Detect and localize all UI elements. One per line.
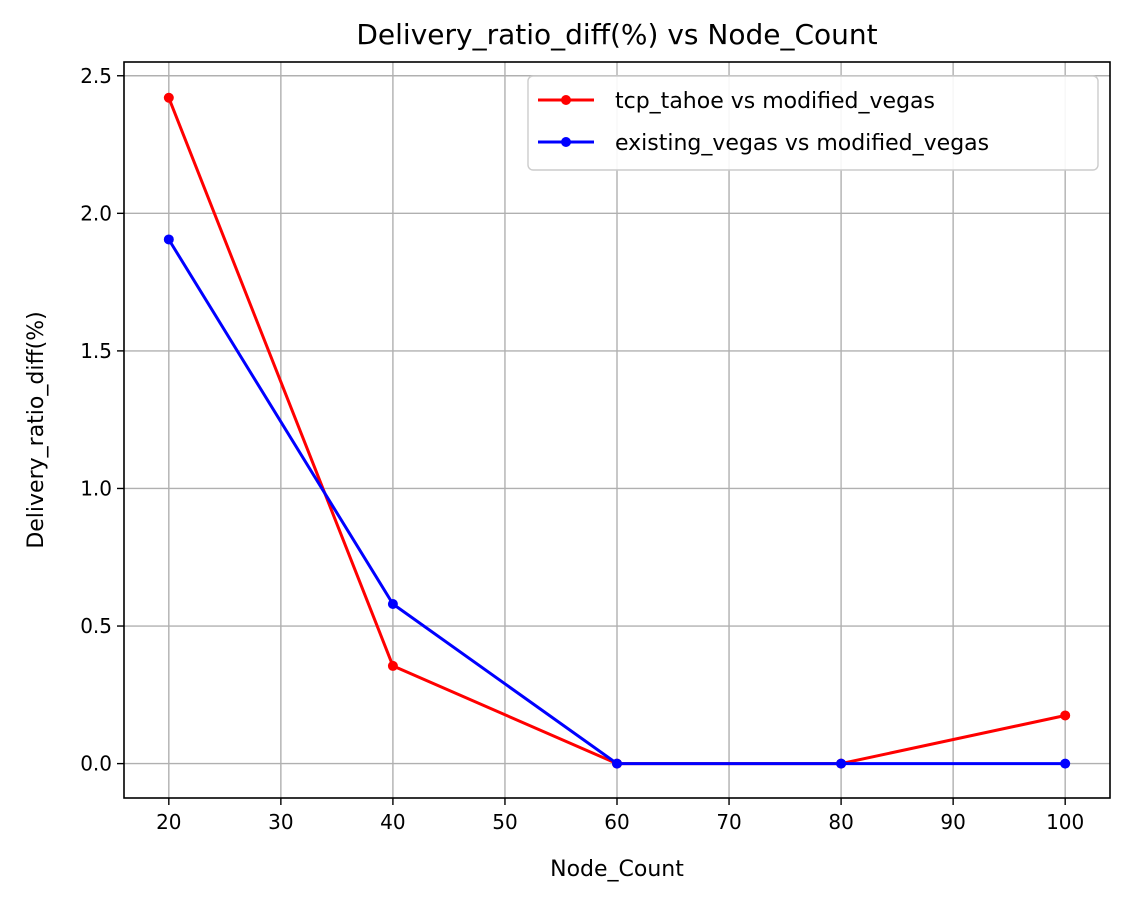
legend-box — [527, 75, 1099, 171]
x-tick-label: 30 — [268, 810, 293, 834]
data-point — [612, 758, 622, 769]
x-tick-label: 80 — [828, 810, 853, 834]
y-tick-label: 2.5 — [80, 64, 112, 88]
data-point — [163, 92, 174, 103]
chart-title: Delivery_ratio_diff(%) vs Node_Count — [356, 18, 877, 51]
x-tick-label: 50 — [492, 810, 517, 834]
plot-series — [163, 92, 1071, 769]
x-axis-label: Node_Count — [550, 857, 684, 882]
x-tick-label: 70 — [716, 810, 741, 834]
y-axis-label: Delivery_ratio_diff(%) — [24, 311, 49, 548]
legend-marker — [561, 137, 571, 147]
y-tick-label: 0.5 — [80, 614, 112, 638]
x-tick-label: 90 — [940, 810, 965, 834]
axis-ticks: 20 30 40 50 60 70 80 90 100 0.0 0.5 1.0 1.5 2.0 2.5 — [80, 64, 1084, 834]
x-tick-label: 40 — [380, 810, 405, 834]
y-tick-label: 2.0 — [80, 201, 112, 225]
legend-label-0: tcp_tahoe vs modified_vegas — [615, 89, 935, 114]
y-tick-label: 1.0 — [80, 476, 112, 500]
data-point — [1060, 758, 1071, 769]
x-tick-label: 20 — [156, 810, 181, 834]
y-tick-label: 0.0 — [80, 752, 112, 776]
legend: tcp_tahoe vs modified_vegas existing_vega… — [527, 75, 1099, 171]
x-tick-label: 60 — [604, 810, 629, 834]
data-point — [836, 758, 847, 769]
legend-label-1: existing_vegas vs modified_vegas — [615, 131, 989, 156]
data-point — [387, 599, 398, 610]
data-point — [163, 234, 174, 245]
grid-lines — [124, 62, 1110, 798]
legend-marker — [561, 95, 571, 105]
y-tick-label: 1.5 — [80, 339, 112, 363]
data-point — [1060, 710, 1071, 721]
data-point — [387, 660, 398, 671]
x-tick-label: 100 — [1046, 810, 1084, 834]
